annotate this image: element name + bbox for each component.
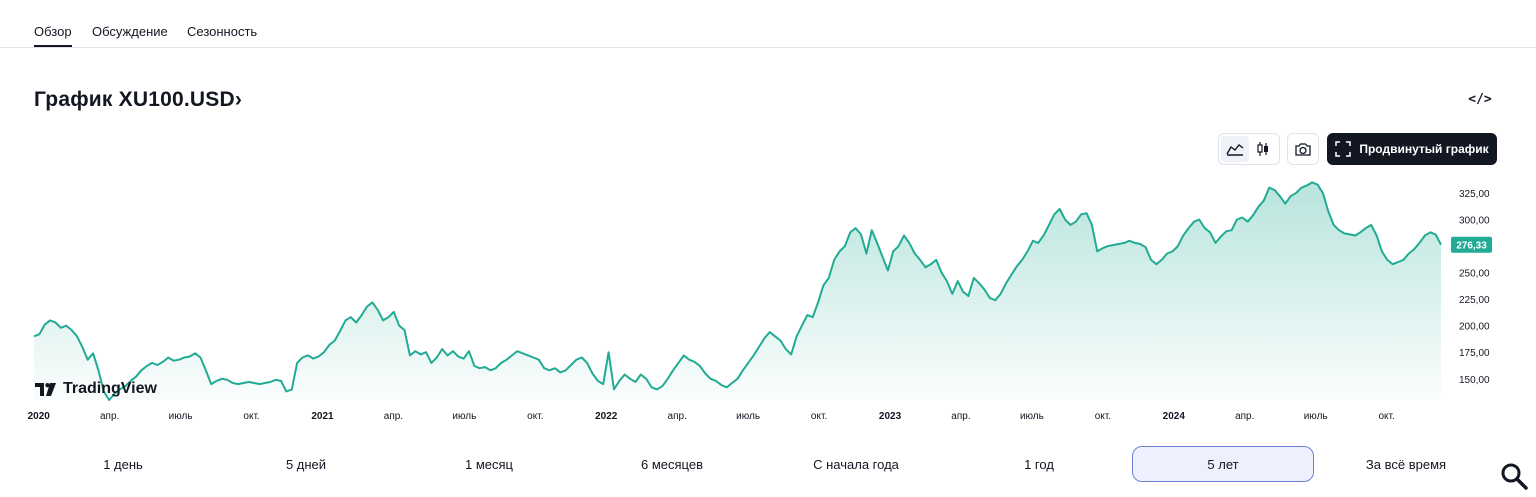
x-tick-label: 2021 [311,411,334,422]
x-tick-label: июль [736,411,760,422]
y-tick-label: 300,00 [1459,216,1490,227]
price-chart[interactable]: 150,00175,00200,00225,00250,00275,00300,… [0,170,1536,432]
x-tick-label: июль [169,411,193,422]
snapshot-group [1287,133,1319,165]
x-tick-label: окт. [811,411,827,422]
y-tick-label: 225,00 [1459,295,1490,306]
x-tick-label: окт. [527,411,543,422]
tab-discussion[interactable]: Обсуждение [92,24,168,39]
tab-bar: Обзор Обсуждение Сезонность [0,0,1536,48]
page-title[interactable]: График XU100.USD› [34,88,242,112]
tradingview-logo[interactable]: TradingView [35,380,157,398]
tradingview-logo-text: TradingView [63,380,157,397]
x-tick-label: апр. [100,411,119,422]
range-all[interactable]: За всё время [1365,456,1447,472]
range-ytd[interactable]: С начала года [813,456,899,472]
x-tick-label: июль [452,411,476,422]
range-5y[interactable]: 5 лет [1132,446,1314,482]
y-tick-label: 150,00 [1459,375,1490,386]
range-selector: 1 день 5 дней 1 месяц 6 месяцев С начала… [32,446,1498,482]
x-tick-label: апр. [668,411,687,422]
x-tick-label: 2024 [1163,411,1186,422]
x-tick-label: июль [1304,411,1328,422]
y-tick-label: 200,00 [1459,322,1490,333]
x-tick-label: 2020 [28,411,51,422]
candles-button[interactable] [1249,136,1277,162]
y-tick-label: 250,00 [1459,269,1490,280]
price-area-fill [34,182,1441,400]
advanced-chart-label: Продвинутый график [1359,142,1489,156]
search-icon [1501,463,1528,490]
area-chart-icon [1226,144,1244,156]
range-1y[interactable]: 1 год [1024,456,1054,472]
chart-style-group [1218,133,1280,165]
x-tick-label: 2022 [595,411,618,422]
fullscreen-icon [1335,141,1352,157]
x-tick-label: июль [1020,411,1044,422]
tab-seasonality[interactable]: Сезонность [187,24,258,39]
candles-icon [1257,142,1268,156]
y-tick-label: 325,00 [1459,189,1490,200]
price-line [33,181,1442,401]
range-1d[interactable]: 1 день [103,456,143,472]
snapshot-button[interactable] [1289,136,1317,162]
x-tick-label: 2023 [879,411,902,422]
x-tick-label: апр. [1235,411,1254,422]
chevron-right-icon: › [234,88,243,111]
y-tick-label: 175,00 [1459,348,1490,359]
tradingview-logo-icon [35,382,56,396]
x-tick-label: окт. [1095,411,1111,422]
area-chart-button[interactable] [1221,136,1249,162]
search-button[interactable] [1499,461,1529,491]
range-5d[interactable]: 5 дней [285,456,327,472]
x-tick-label: апр. [384,411,403,422]
x-tick-label: окт. [1378,411,1394,422]
last-price-label: 276,33 [1456,241,1487,252]
x-tick-label: апр. [951,411,970,422]
range-6m[interactable]: 6 месяцев [641,456,703,472]
x-tick-label: окт. [243,411,259,422]
last-price-badge [1451,236,1492,253]
advanced-chart-button[interactable]: Продвинутый график [1327,133,1497,165]
page-title-text: График XU100.USD [34,88,235,111]
range-1m[interactable]: 1 месяц [465,456,513,472]
tab-overview[interactable]: Обзор [34,24,72,47]
embed-code-button[interactable]: </> [1468,92,1492,107]
camera-icon [1295,142,1311,156]
